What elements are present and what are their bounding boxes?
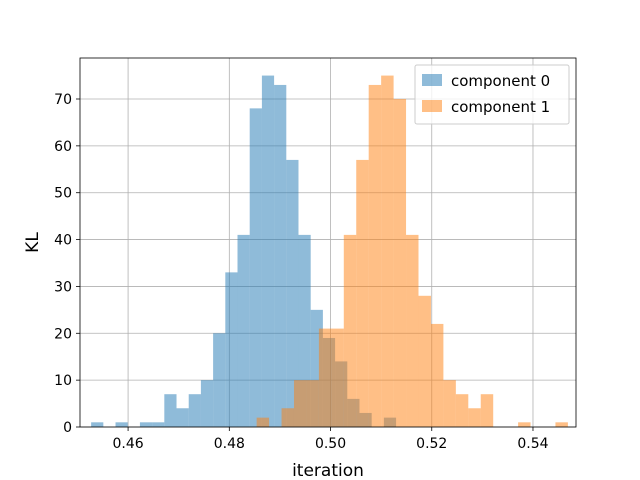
histogram-bar <box>368 84 382 427</box>
legend-label: component 1 <box>451 98 550 116</box>
x-tick-label: 0.54 <box>517 436 548 452</box>
histogram-bar <box>468 408 481 427</box>
y-tick-label: 70 <box>54 92 72 108</box>
x-axis-label: iteration <box>292 461 364 480</box>
histogram-bar <box>274 84 287 427</box>
histogram-bar <box>343 234 357 427</box>
histogram-bar <box>237 234 250 427</box>
histogram-bar <box>225 272 238 427</box>
histogram-bar <box>518 422 531 427</box>
x-axis-ticks: 0.46 0.48 0.50 0.52 0.54 <box>112 427 549 452</box>
x-tick-label: 0.50 <box>315 436 346 452</box>
y-tick-label: 60 <box>54 139 72 155</box>
y-tick-label: 50 <box>54 186 72 202</box>
histogram-bars <box>91 75 568 428</box>
histogram-bar <box>91 422 104 427</box>
histogram-bar <box>455 394 469 427</box>
legend-box <box>414 64 570 125</box>
histogram-bar <box>298 234 311 427</box>
legend: component 0 component 1 <box>414 64 570 125</box>
y-tick-label: 0 <box>63 420 72 436</box>
histogram-bar <box>306 380 319 427</box>
histogram-bar <box>480 394 494 427</box>
x-tick-label: 0.52 <box>416 436 447 452</box>
histogram-bar <box>176 408 189 427</box>
histogram-bar <box>249 108 262 427</box>
histogram-bar <box>164 394 177 427</box>
y-axis-ticks: 0 10 20 30 40 50 60 70 <box>54 92 80 436</box>
y-tick-label: 40 <box>54 233 72 249</box>
legend-swatch <box>422 74 442 86</box>
histogram-bar <box>188 394 201 427</box>
histogram-bar <box>406 234 419 427</box>
histogram-bar <box>261 75 275 428</box>
histogram-bar <box>115 422 128 427</box>
histogram-bar <box>418 295 431 427</box>
histogram-bar <box>443 380 456 427</box>
histogram-bar <box>200 380 214 427</box>
histogram-bar <box>356 159 369 427</box>
x-tick-label: 0.48 <box>214 436 245 452</box>
histogram-bar <box>555 422 568 427</box>
histogram-bar <box>152 422 165 427</box>
histogram-bar <box>139 422 153 427</box>
y-axis-label: KL <box>23 232 43 253</box>
histogram-bar <box>318 328 332 427</box>
histogram-bar <box>393 99 407 427</box>
histogram-bar <box>293 380 307 427</box>
legend-label: component 0 <box>451 72 550 90</box>
y-tick-label: 30 <box>54 279 72 295</box>
histogram-bar <box>430 323 444 427</box>
legend-swatch <box>422 100 442 112</box>
y-tick-label: 20 <box>54 326 72 342</box>
series-1-bars <box>256 75 568 428</box>
histogram-bar <box>331 328 344 427</box>
histogram-bar <box>213 333 226 427</box>
histogram-bar <box>256 417 270 427</box>
histogram-bar <box>281 408 294 427</box>
plot-frame <box>79 57 577 428</box>
x-tick-label: 0.46 <box>112 436 143 452</box>
histogram-bar <box>286 159 299 427</box>
y-tick-label: 10 <box>54 373 72 389</box>
histogram-bar <box>381 75 394 428</box>
